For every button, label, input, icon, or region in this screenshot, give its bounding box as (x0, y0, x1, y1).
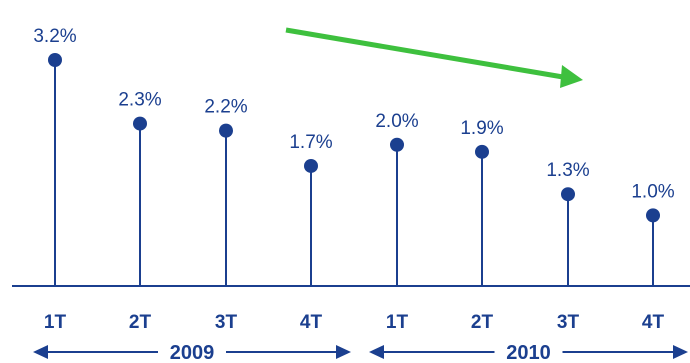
value-label: 2.3% (118, 90, 161, 111)
lollipop-point (646, 208, 660, 223)
trend-arrow-head (560, 65, 583, 88)
labels-layer: 3.2% 1T 2.3% 2T 2.2% 3T 1.7% 4T 2.0% 1T 1.9% 2T 1.3%… (33, 26, 674, 333)
lollipop-point (304, 158, 318, 173)
lollipop-point (475, 144, 489, 159)
value-label: 1.0% (631, 181, 674, 202)
group-label: 2010 (506, 342, 551, 363)
value-label: 2.2% (204, 97, 247, 118)
trend-arrow-shaft (285, 27, 564, 80)
category-label: 4T (300, 312, 323, 333)
group-axis-layer: 2009 2010 (33, 342, 688, 363)
group-arrow-right-head (336, 345, 351, 359)
category-label: 2T (471, 312, 494, 333)
category-label: 3T (557, 312, 580, 333)
group-label: 2009 (170, 342, 215, 363)
trend-arrow (285, 27, 583, 88)
group-arrow-right-head (673, 345, 688, 359)
category-label: 1T (386, 312, 409, 333)
category-label: 1T (44, 312, 67, 333)
lollipop-point (219, 123, 233, 138)
lollipop-point (48, 53, 62, 67)
value-label: 1.3% (546, 160, 589, 181)
category-label: 4T (642, 312, 665, 333)
category-label: 3T (215, 312, 238, 333)
value-label: 3.2% (33, 26, 76, 47)
category-label: 2T (129, 312, 152, 333)
value-label: 2.0% (375, 111, 418, 132)
group-arrow-left-head (33, 345, 48, 359)
value-label: 1.9% (460, 118, 503, 139)
lollipop-point (390, 137, 404, 152)
value-label: 1.7% (289, 132, 332, 153)
group-arrow-left-head (369, 345, 384, 359)
lollipop-point (561, 187, 575, 202)
lollipop-point (133, 116, 147, 131)
stems-layer (48, 53, 660, 286)
